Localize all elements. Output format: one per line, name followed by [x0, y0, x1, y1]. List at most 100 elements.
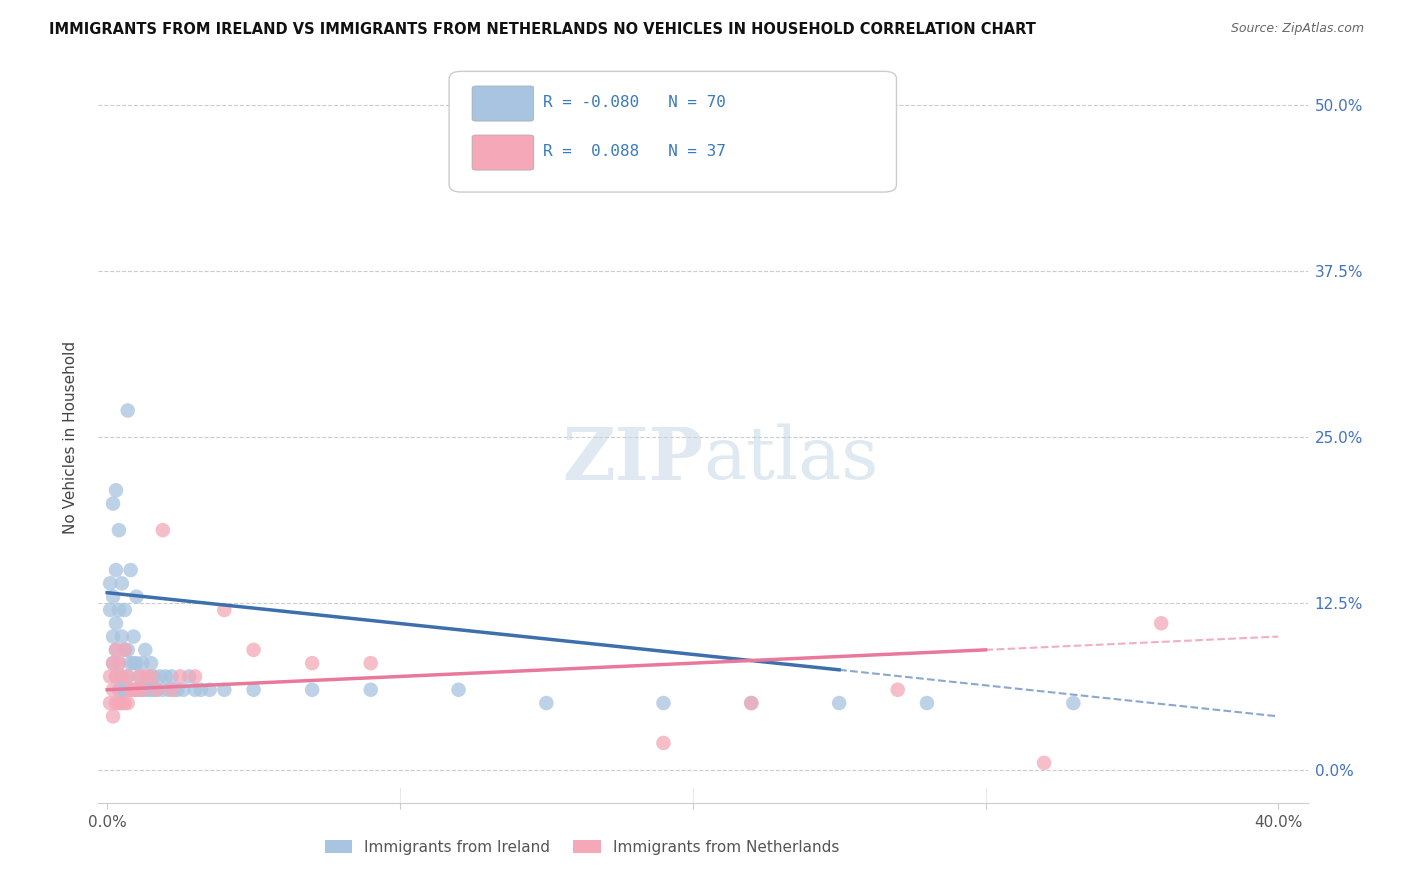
- Point: [152, 523, 174, 537]
- Y-axis label: No Vehicles in Household: No Vehicles in Household: [63, 341, 77, 533]
- Point: [652, 736, 675, 750]
- Point: [139, 682, 162, 697]
- Point: [104, 643, 127, 657]
- Point: [104, 563, 127, 577]
- Point: [184, 669, 207, 683]
- Point: [111, 669, 134, 683]
- Point: [179, 669, 201, 683]
- Point: [122, 656, 145, 670]
- Text: atlas: atlas: [703, 424, 879, 494]
- Point: [157, 682, 180, 697]
- Point: [134, 669, 156, 683]
- Point: [139, 656, 162, 670]
- Point: [149, 669, 172, 683]
- Point: [190, 682, 212, 697]
- Point: [117, 669, 139, 683]
- Point: [242, 643, 264, 657]
- Point: [98, 603, 121, 617]
- Point: [101, 709, 124, 723]
- Point: [125, 682, 148, 697]
- Point: [143, 669, 166, 683]
- Point: [122, 682, 145, 697]
- Point: [117, 403, 139, 417]
- Point: [915, 696, 938, 710]
- Point: [536, 696, 558, 710]
- Point: [131, 682, 153, 697]
- Point: [163, 682, 186, 697]
- Point: [98, 576, 121, 591]
- Point: [198, 682, 221, 697]
- Point: [136, 669, 159, 683]
- Point: [169, 669, 191, 683]
- Point: [120, 563, 142, 577]
- Point: [301, 682, 323, 697]
- Point: [136, 682, 159, 697]
- Point: [360, 682, 382, 697]
- Point: [652, 696, 675, 710]
- Point: [117, 643, 139, 657]
- Point: [117, 696, 139, 710]
- Point: [128, 682, 150, 697]
- Point: [104, 669, 127, 683]
- Point: [134, 643, 156, 657]
- Point: [166, 682, 188, 697]
- FancyBboxPatch shape: [472, 135, 534, 170]
- Legend: Immigrants from Ireland, Immigrants from Netherlands: Immigrants from Ireland, Immigrants from…: [319, 834, 845, 861]
- Point: [160, 669, 183, 683]
- Point: [360, 656, 382, 670]
- Point: [131, 656, 153, 670]
- Point: [125, 590, 148, 604]
- Point: [120, 656, 142, 670]
- Point: [114, 643, 136, 657]
- Point: [111, 682, 134, 697]
- Point: [160, 682, 183, 697]
- Point: [886, 682, 908, 697]
- Point: [101, 590, 124, 604]
- Point: [111, 630, 134, 644]
- Point: [108, 696, 131, 710]
- Point: [125, 682, 148, 697]
- Point: [242, 682, 264, 697]
- Point: [172, 682, 194, 697]
- Text: Source: ZipAtlas.com: Source: ZipAtlas.com: [1230, 22, 1364, 36]
- Point: [104, 483, 127, 498]
- Point: [301, 656, 323, 670]
- Point: [125, 656, 148, 670]
- Point: [131, 682, 153, 697]
- Text: ZIP: ZIP: [562, 424, 703, 494]
- Point: [104, 696, 127, 710]
- Point: [128, 669, 150, 683]
- Point: [101, 630, 124, 644]
- Point: [101, 682, 124, 697]
- Point: [114, 603, 136, 617]
- Point: [214, 682, 236, 697]
- Point: [447, 682, 470, 697]
- Text: R =  0.088   N = 37: R = 0.088 N = 37: [543, 145, 727, 160]
- Point: [1150, 616, 1173, 631]
- Point: [108, 656, 131, 670]
- Text: R = -0.080   N = 70: R = -0.080 N = 70: [543, 95, 727, 111]
- Point: [108, 656, 131, 670]
- Point: [184, 682, 207, 697]
- Point: [108, 603, 131, 617]
- Point: [108, 523, 131, 537]
- Point: [146, 682, 169, 697]
- Point: [128, 669, 150, 683]
- Point: [139, 669, 162, 683]
- Point: [98, 696, 121, 710]
- Point: [155, 669, 177, 683]
- Point: [120, 682, 142, 697]
- Point: [104, 643, 127, 657]
- Point: [108, 682, 131, 697]
- Point: [828, 696, 851, 710]
- Point: [101, 497, 124, 511]
- Point: [101, 656, 124, 670]
- Point: [114, 643, 136, 657]
- Point: [111, 669, 134, 683]
- Point: [1062, 696, 1084, 710]
- Point: [122, 682, 145, 697]
- Point: [740, 696, 762, 710]
- Point: [152, 682, 174, 697]
- Point: [114, 696, 136, 710]
- Point: [143, 682, 166, 697]
